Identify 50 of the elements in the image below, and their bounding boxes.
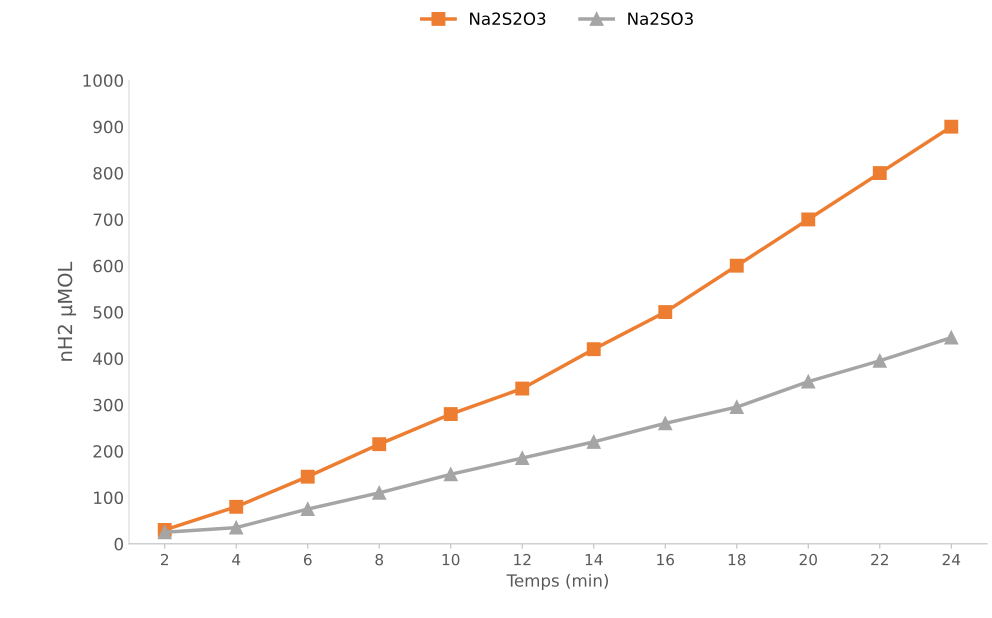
point — [300, 502, 315, 516]
point — [586, 434, 601, 449]
x-tick-label: 12 — [514, 554, 530, 566]
x-tick-label: 18 — [728, 554, 746, 566]
point — [730, 400, 744, 414]
x-tick-label: 2 — [160, 554, 168, 566]
point — [158, 525, 172, 540]
x-tick-label: 24 — [942, 554, 960, 566]
legend-label: Na2S2O3 — [470, 12, 546, 26]
point — [944, 120, 958, 134]
point — [444, 407, 458, 422]
y-tick-label: 700 — [94, 213, 123, 226]
point — [586, 342, 601, 356]
x-tick-label: 4 — [232, 554, 240, 566]
point — [730, 258, 744, 273]
point — [658, 416, 672, 430]
x-tick-label: 14 — [586, 554, 603, 566]
y-tick-label: 100 — [94, 491, 123, 504]
point — [872, 354, 887, 368]
y-axis-title: nH2 µMOL — [58, 262, 76, 361]
point — [300, 470, 315, 484]
y-tick-label: 800 — [93, 167, 123, 180]
point — [801, 374, 816, 389]
x-tick-label: 6 — [304, 554, 312, 566]
point — [229, 520, 244, 535]
x-tick-label: 22 — [871, 554, 888, 566]
x-axis-title: Temps (min) — [506, 574, 608, 590]
point — [372, 486, 386, 500]
y-tick-label: 200 — [94, 445, 123, 458]
point — [801, 212, 816, 226]
point — [372, 437, 386, 452]
y-tick-label: 400 — [93, 352, 123, 366]
y-tick-label: 900 — [93, 120, 123, 134]
y-tick-label: 300 — [94, 398, 123, 412]
y-tick-label: 1000 — [84, 74, 123, 87]
y-tick-label: 500 — [94, 306, 123, 319]
y-tick-label: 600 — [93, 260, 123, 272]
point — [444, 467, 458, 482]
point — [872, 166, 887, 180]
x-tick-label: 20 — [800, 554, 817, 566]
point — [515, 451, 530, 466]
x-tick-label: 16 — [657, 554, 674, 566]
point — [944, 330, 958, 345]
legend-label: Na2SO3 — [628, 12, 693, 26]
x-tick-label: 8 — [375, 554, 384, 566]
point — [515, 382, 530, 396]
y-tick-label: 0 — [114, 538, 123, 550]
point — [658, 305, 672, 320]
point — [229, 500, 244, 514]
x-tick-label: 10 — [442, 554, 460, 566]
